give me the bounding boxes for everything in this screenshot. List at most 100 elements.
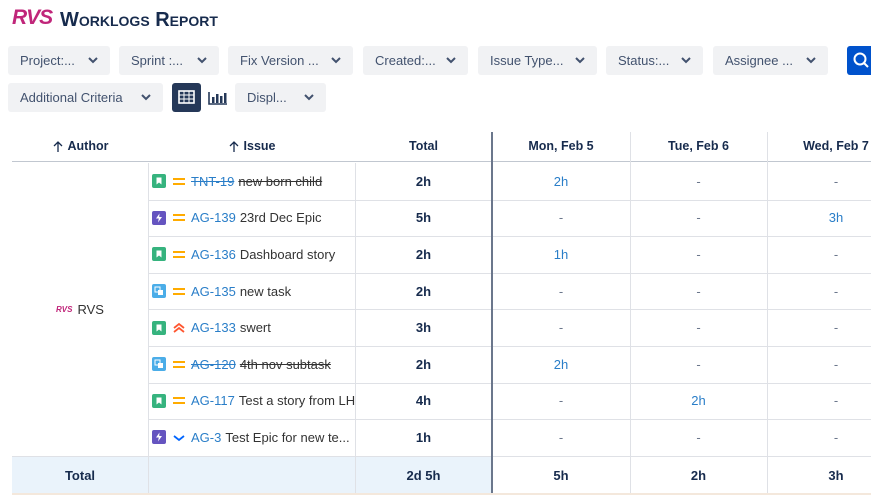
totals-label: Total bbox=[64, 467, 96, 483]
display-button[interactable]: Displ... bbox=[235, 83, 326, 112]
day-value: - bbox=[558, 210, 564, 226]
issue-summary: 4th nov subtask bbox=[239, 356, 331, 372]
row-total: 2h bbox=[415, 246, 432, 262]
sort-arrow bbox=[53, 140, 62, 152]
totals-background bbox=[12, 456, 492, 494]
table-view-button[interactable] bbox=[172, 83, 201, 112]
issue-cell: AG-135 new task bbox=[150, 273, 355, 310]
criteria-label: Additional Criteria bbox=[20, 90, 123, 105]
filter-button[interactable]: Fix Version ... bbox=[228, 46, 353, 75]
filter-label: Fix Version ... bbox=[240, 53, 319, 68]
day-value: 1h bbox=[553, 246, 569, 262]
issue-key[interactable]: AG-135 bbox=[191, 283, 236, 299]
issue-summary: Test a story from LH bbox=[238, 393, 355, 409]
day-value: - bbox=[558, 320, 564, 336]
issue-key[interactable]: AG-133 bbox=[191, 320, 236, 336]
issue-cell: AG-133 swert bbox=[150, 309, 355, 346]
row-total: 2h bbox=[415, 173, 432, 189]
filter-button[interactable]: Assignee ... bbox=[713, 46, 828, 75]
page-title: Worklogs Report bbox=[60, 9, 218, 31]
row-border bbox=[148, 199, 871, 201]
filter-button[interactable]: Created:... bbox=[363, 46, 468, 75]
day-value: - bbox=[833, 173, 839, 189]
day-value: - bbox=[833, 320, 839, 336]
issue-key[interactable]: AG-139 bbox=[191, 210, 236, 226]
issue-type-icon bbox=[152, 284, 166, 299]
issue-type-icon bbox=[152, 174, 166, 189]
issue-key[interactable]: AG-3 bbox=[191, 429, 222, 445]
day-value: - bbox=[833, 393, 839, 409]
column-header: Wed, Feb 7 bbox=[767, 132, 871, 160]
priority-icon bbox=[173, 250, 185, 258]
row-total: 2h bbox=[415, 356, 432, 372]
column-header: Issue bbox=[148, 132, 355, 160]
criteria-button[interactable]: Additional Criteria bbox=[8, 83, 163, 112]
day-value: - bbox=[696, 356, 701, 372]
issue-type-icon bbox=[152, 247, 166, 262]
column-header: Author bbox=[12, 132, 148, 160]
row-total: 1h bbox=[415, 429, 432, 445]
column-header-text: Wed, Feb 7 bbox=[803, 139, 869, 153]
issue-key[interactable]: AG-120 bbox=[191, 356, 236, 372]
issue-key[interactable]: TNT-19 bbox=[191, 173, 235, 189]
issue-summary: swert bbox=[239, 320, 271, 336]
priority-icon bbox=[173, 214, 185, 222]
row-border bbox=[148, 346, 871, 347]
column-header-text: Issue bbox=[243, 139, 276, 153]
row-total: 3h bbox=[415, 320, 432, 336]
column-header-text: Author bbox=[67, 139, 109, 153]
row-total: 4h bbox=[415, 393, 432, 409]
day-value: - bbox=[558, 429, 564, 445]
filter-label: Issue Type... bbox=[490, 53, 564, 68]
filter-button[interactable]: Issue Type... bbox=[478, 46, 597, 75]
day-value: - bbox=[696, 283, 701, 299]
day-value: - bbox=[696, 429, 701, 445]
filter-button[interactable]: Status:... bbox=[606, 46, 703, 75]
day-value: - bbox=[696, 320, 701, 336]
day-value: 3h bbox=[828, 210, 844, 226]
issue-type-icon bbox=[152, 320, 166, 335]
day-value: - bbox=[696, 246, 701, 262]
priority-icon bbox=[173, 323, 185, 333]
issue-summary: new task bbox=[239, 283, 292, 299]
filter-button[interactable]: Project:... bbox=[8, 46, 110, 75]
totals-day: 5h bbox=[553, 467, 569, 483]
row-border bbox=[148, 419, 871, 421]
search-icon bbox=[853, 52, 869, 68]
issue-cell: AG-3 Test Epic for new te... bbox=[150, 419, 355, 456]
sort-arrow bbox=[229, 140, 238, 152]
issue-cell: TNT-19 new born child bbox=[150, 163, 355, 200]
column-header-text: Tue, Feb 6 bbox=[668, 139, 729, 153]
column-border bbox=[630, 132, 631, 494]
chart-view-button[interactable] bbox=[205, 83, 231, 112]
issue-summary: Dashboard story bbox=[239, 246, 336, 262]
day-value: - bbox=[833, 429, 839, 445]
filter-label: Sprint :... bbox=[131, 53, 184, 68]
issue-summary: 23rd Dec Epic bbox=[239, 210, 322, 226]
issue-cell: AG-117 Test a story from LH bbox=[150, 383, 355, 420]
issue-key[interactable]: AG-117 bbox=[191, 393, 235, 409]
filter-button[interactable]: Sprint :... bbox=[119, 46, 219, 75]
totals-border bbox=[12, 455, 871, 457]
issue-cell: AG-139 23rd Dec Epic bbox=[150, 200, 355, 237]
issue-cell: AG-136 Dashboard story bbox=[150, 236, 355, 273]
day-value: 2h bbox=[691, 393, 706, 409]
frozen-border bbox=[491, 132, 493, 494]
issue-key[interactable]: AG-136 bbox=[191, 246, 236, 262]
priority-icon bbox=[173, 177, 185, 185]
issue-type-icon bbox=[152, 393, 166, 408]
row-border bbox=[148, 309, 871, 311]
issue-summary: new born child bbox=[238, 173, 323, 189]
column-header: Mon, Feb 5 bbox=[492, 132, 630, 160]
search-button[interactable] bbox=[847, 46, 871, 75]
author-cell: RVS RVS bbox=[12, 163, 148, 456]
filter-label: Created:... bbox=[375, 53, 436, 68]
column-border bbox=[767, 132, 768, 494]
issue-type-icon bbox=[152, 430, 166, 445]
totals-day: 3h bbox=[828, 467, 844, 483]
column-border bbox=[148, 163, 149, 494]
day-value: - bbox=[833, 283, 839, 299]
day-value: 2h bbox=[553, 173, 569, 189]
filter-label: Status:... bbox=[618, 53, 670, 68]
logo: RVS bbox=[12, 6, 53, 29]
